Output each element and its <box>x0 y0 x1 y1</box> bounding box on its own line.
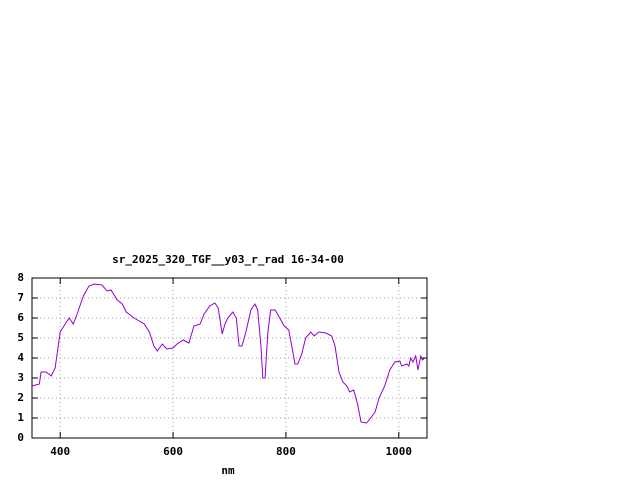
x-axis-label: nm <box>221 464 235 477</box>
x-tick-label: 1000 <box>386 445 413 458</box>
x-tick-label: 800 <box>276 445 296 458</box>
plot-border <box>31 277 428 439</box>
x-tick-label: 400 <box>50 445 70 458</box>
y-tick-label: 8 <box>17 271 24 284</box>
y-tick-label: 1 <box>17 411 24 424</box>
y-tick-label: 7 <box>17 291 24 304</box>
y-tick-label: 2 <box>17 391 24 404</box>
y-tick-label: 6 <box>17 311 24 324</box>
y-tick-label: 4 <box>17 351 24 364</box>
data-line <box>31 283 426 424</box>
y-tick-label: 3 <box>17 371 24 384</box>
x-tick-label: 600 <box>163 445 183 458</box>
y-tick-label: 0 <box>17 431 24 444</box>
y-tick-label: 5 <box>17 331 24 344</box>
chart-title: sr_2025_320_TGF__y03_r_rad 16-34-00 <box>112 253 344 266</box>
